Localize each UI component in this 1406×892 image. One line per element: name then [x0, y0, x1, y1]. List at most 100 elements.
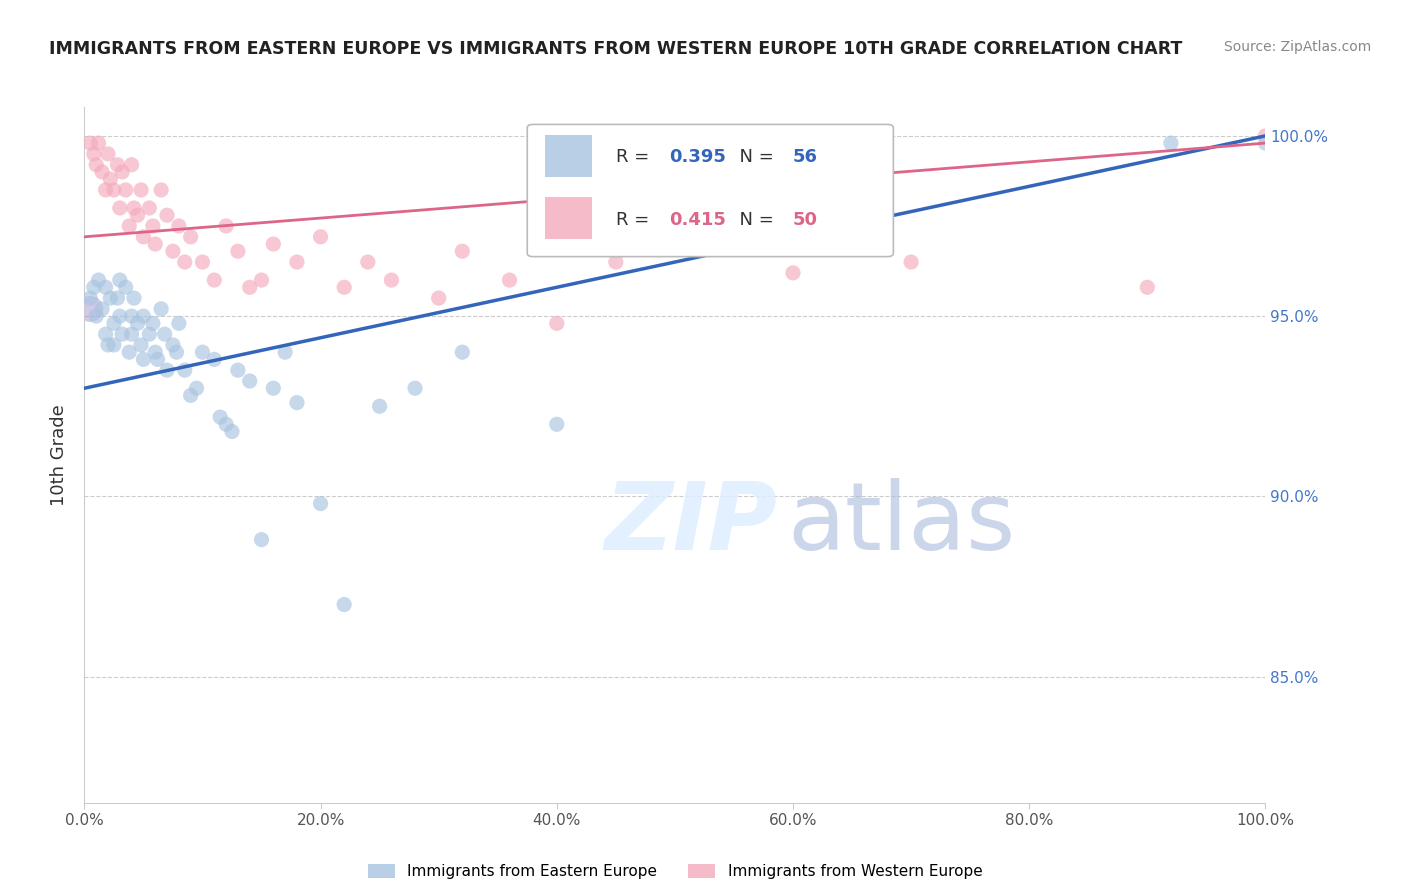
Point — [143, 237, 166, 252]
Point — [166, 345, 188, 359]
Point — [118, 219, 141, 233]
Text: R =: R = — [616, 211, 655, 228]
Bar — [546, 197, 592, 239]
Point — [108, 309, 131, 323]
Text: 56: 56 — [793, 148, 818, 166]
Point — [114, 280, 136, 294]
Point — [138, 327, 160, 342]
Point — [94, 327, 117, 342]
Point — [162, 244, 184, 259]
Point — [122, 201, 145, 215]
Point — [215, 417, 238, 432]
Point — [215, 219, 238, 233]
Point — [262, 381, 284, 395]
Point — [132, 352, 155, 367]
Point — [250, 533, 273, 547]
Point — [114, 183, 136, 197]
Text: 0.415: 0.415 — [669, 211, 725, 228]
Point — [118, 345, 141, 359]
Text: 0.395: 0.395 — [669, 148, 725, 166]
Point — [841, 237, 863, 252]
Point — [221, 425, 243, 439]
Point — [451, 244, 474, 259]
Bar — [546, 135, 592, 177]
Text: 50: 50 — [793, 211, 818, 228]
Text: IMMIGRANTS FROM EASTERN EUROPE VS IMMIGRANTS FROM WESTERN EUROPE 10TH GRADE CORR: IMMIGRANTS FROM EASTERN EUROPE VS IMMIGR… — [49, 40, 1182, 58]
Point — [368, 399, 391, 413]
Point — [285, 395, 308, 409]
Point — [98, 291, 121, 305]
Point — [98, 172, 121, 186]
Point — [87, 136, 110, 150]
Text: atlas: atlas — [787, 478, 1015, 571]
Point — [782, 266, 804, 280]
Point — [87, 273, 110, 287]
Point — [186, 381, 208, 395]
Point — [605, 255, 627, 269]
FancyBboxPatch shape — [527, 124, 893, 257]
Point — [498, 273, 520, 287]
Point — [121, 327, 143, 342]
Point — [94, 280, 117, 294]
Point — [451, 345, 474, 359]
Point — [162, 338, 184, 352]
Point — [309, 497, 332, 511]
Point — [333, 598, 356, 612]
Point — [180, 229, 202, 244]
Point — [84, 158, 107, 172]
Point — [167, 219, 190, 233]
Point — [142, 316, 165, 330]
Point — [132, 229, 155, 244]
Point — [333, 280, 356, 294]
Point — [202, 273, 225, 287]
Text: N =: N = — [728, 148, 779, 166]
Point — [309, 229, 332, 244]
Point — [121, 309, 143, 323]
Point — [1254, 136, 1277, 150]
Point — [91, 301, 114, 316]
Point — [900, 255, 922, 269]
Point — [84, 309, 107, 323]
Point — [285, 255, 308, 269]
Point — [546, 417, 568, 432]
Point — [129, 338, 152, 352]
Point — [239, 374, 262, 388]
Point — [153, 327, 176, 342]
Point — [156, 363, 179, 377]
Point — [91, 165, 114, 179]
Text: ZIP: ZIP — [605, 478, 778, 571]
Point — [94, 183, 117, 197]
Point — [180, 388, 202, 402]
Point — [107, 158, 129, 172]
Point — [173, 363, 195, 377]
Point — [127, 316, 149, 330]
Point — [103, 183, 125, 197]
Point — [108, 273, 131, 287]
Point — [1160, 136, 1182, 150]
Point — [404, 381, 426, 395]
Text: R =: R = — [616, 148, 655, 166]
Point — [202, 352, 225, 367]
Point — [79, 301, 101, 316]
Point — [427, 291, 450, 305]
Point — [142, 219, 165, 233]
Point — [121, 158, 143, 172]
Point — [1136, 280, 1159, 294]
Y-axis label: 10th Grade: 10th Grade — [51, 404, 69, 506]
Point — [146, 352, 169, 367]
Point — [239, 280, 262, 294]
Point — [132, 309, 155, 323]
Text: N =: N = — [728, 211, 779, 228]
Point — [226, 363, 249, 377]
Point — [173, 255, 195, 269]
Point — [167, 316, 190, 330]
Point — [262, 237, 284, 252]
Point — [83, 280, 105, 294]
Point — [122, 291, 145, 305]
Legend: Immigrants from Eastern Europe, Immigrants from Western Europe: Immigrants from Eastern Europe, Immigran… — [361, 858, 988, 886]
Point — [103, 316, 125, 330]
Point — [357, 255, 380, 269]
Text: Source: ZipAtlas.com: Source: ZipAtlas.com — [1223, 40, 1371, 54]
Point — [546, 316, 568, 330]
Point — [156, 208, 179, 222]
